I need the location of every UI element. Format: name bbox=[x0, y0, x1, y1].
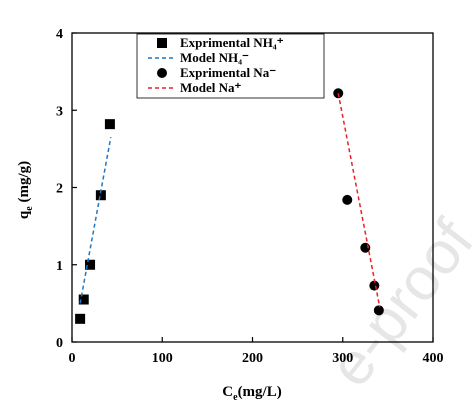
series-layer bbox=[75, 88, 384, 324]
legend-label: Model NH₄⁻ bbox=[180, 50, 249, 65]
model-line-1 bbox=[79, 137, 112, 304]
data-point-square bbox=[78, 294, 89, 305]
y-tick-label: 4 bbox=[56, 27, 63, 42]
y-tick-label: 3 bbox=[56, 104, 63, 119]
x-tick-label: 0 bbox=[69, 351, 76, 366]
y-tick-label: 1 bbox=[56, 259, 63, 274]
axis-ticks: 0 100 200 300 400 0 1 2 3 4 bbox=[56, 27, 444, 366]
x-tick-label: 400 bbox=[423, 351, 444, 366]
watermark-decoration: e-proof bbox=[316, 207, 474, 398]
legend: Exprimental NH₄⁺Model NH₄⁻Exprimental Na… bbox=[136, 33, 325, 99]
x-tick-label: 100 bbox=[152, 351, 173, 366]
data-point-circle bbox=[369, 280, 380, 291]
data-point-square bbox=[85, 259, 96, 270]
x-axis-label: Ce(mg/L) bbox=[222, 384, 281, 403]
y-tick-label: 2 bbox=[56, 182, 63, 197]
legend-square-swatch bbox=[157, 38, 167, 48]
legend-label: Exprimental NH₄⁺ bbox=[180, 35, 284, 50]
data-point-circle bbox=[342, 194, 353, 205]
legend-label: Exprimental Na⁻ bbox=[180, 65, 276, 80]
y-axis-label: qe (mg/g) bbox=[16, 161, 35, 219]
legend-box bbox=[136, 33, 325, 99]
x-tick-label: 200 bbox=[242, 351, 263, 366]
data-point-square bbox=[104, 119, 115, 130]
legend-circle-swatch bbox=[157, 68, 167, 78]
data-point-square bbox=[95, 190, 106, 201]
x-tick-label: 300 bbox=[332, 351, 353, 366]
y-tick-label: 0 bbox=[56, 336, 63, 351]
legend-label: Model Na⁺ bbox=[180, 80, 242, 95]
model-line-3 bbox=[337, 93, 381, 308]
data-point-square bbox=[75, 313, 86, 324]
data-point-circle bbox=[373, 305, 384, 316]
